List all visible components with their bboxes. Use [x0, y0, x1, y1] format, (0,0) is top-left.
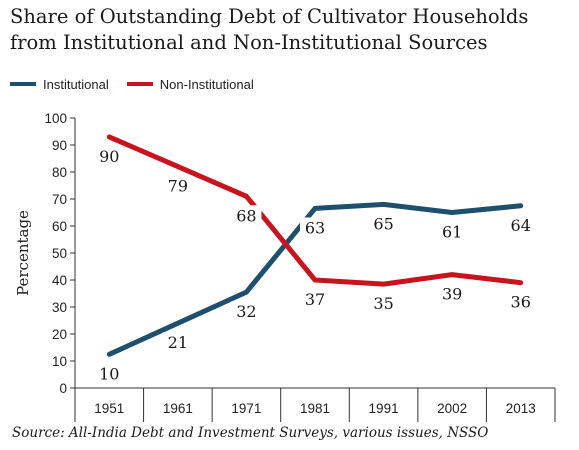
y-tick-label: 30: [52, 300, 67, 315]
data-label: 37: [305, 290, 325, 309]
x-tick-label: 1961: [163, 401, 193, 416]
x-tick-label: 1971: [231, 401, 261, 416]
legend-item-non-institutional: Non-Institutional: [126, 76, 254, 92]
y-axis-title: Percentage: [14, 210, 32, 296]
data-label-bg: [231, 205, 262, 227]
data-label-bg: [300, 217, 330, 239]
x-tick-label: 1981: [300, 401, 330, 416]
data-label: 61: [442, 223, 462, 242]
x-tick-label: 2013: [506, 401, 536, 416]
y-tick-label: 100: [44, 111, 67, 126]
y-tick-label: 40: [52, 273, 67, 288]
series-line-non-institutional: [106, 134, 524, 287]
data-label-bg: [505, 214, 536, 236]
y-tick-label: 0: [59, 381, 67, 396]
legend-label-institutional: Institutional: [43, 76, 109, 92]
y-tick-label: 60: [52, 219, 67, 234]
legend-swatch-non-institutional: [126, 82, 153, 86]
legend-item-institutional: Institutional: [10, 77, 109, 92]
series-line-institutional: [106, 201, 524, 357]
source-note: Source: All-India Debt and Investment Su…: [12, 425, 489, 441]
data-label-bg: [437, 221, 468, 243]
data-label: 35: [373, 294, 393, 313]
data-label: 21: [168, 333, 188, 352]
y-tick-label: 50: [52, 246, 67, 261]
data-label: 39: [442, 285, 462, 304]
data-label-bg: [94, 145, 125, 167]
data-label-bg: [368, 293, 399, 315]
data-label: 90: [99, 147, 119, 166]
data-label: 10: [99, 364, 119, 383]
chart-title: Share of Outstanding Debt of Cultivator …: [10, 5, 529, 54]
x-tick-label: 2002: [437, 401, 467, 416]
y-tick-label: 90: [52, 138, 67, 153]
y-tick-label: 80: [52, 165, 67, 180]
data-label-bg: [505, 291, 536, 313]
data-label-bg: [368, 213, 399, 235]
legend: Institutional Non-Institutional: [10, 74, 272, 94]
data-label: 63: [305, 218, 325, 237]
y-tick-label: 10: [52, 354, 67, 369]
data-label-bg: [437, 283, 468, 305]
data-label: 36: [511, 293, 531, 312]
data-label: 65: [373, 214, 393, 233]
x-tick-label: 1991: [369, 401, 399, 416]
data-label: 64: [511, 216, 531, 235]
legend-label-non-institutional: Non-Institutional: [159, 76, 254, 92]
data-label-bg: [162, 175, 193, 197]
data-label-bg: [231, 301, 262, 323]
data-label-bg: [94, 363, 125, 385]
data-label-bg: [300, 289, 330, 310]
x-tick-label: 1951: [94, 401, 124, 416]
y-tick-label: 70: [52, 192, 67, 207]
y-tick-label: 20: [52, 327, 67, 342]
data-label: 32: [236, 302, 256, 321]
data-label: 68: [236, 206, 256, 225]
legend-swatch-institutional: [10, 82, 36, 86]
data-label-bg: [162, 332, 193, 354]
data-label: 79: [168, 177, 188, 196]
